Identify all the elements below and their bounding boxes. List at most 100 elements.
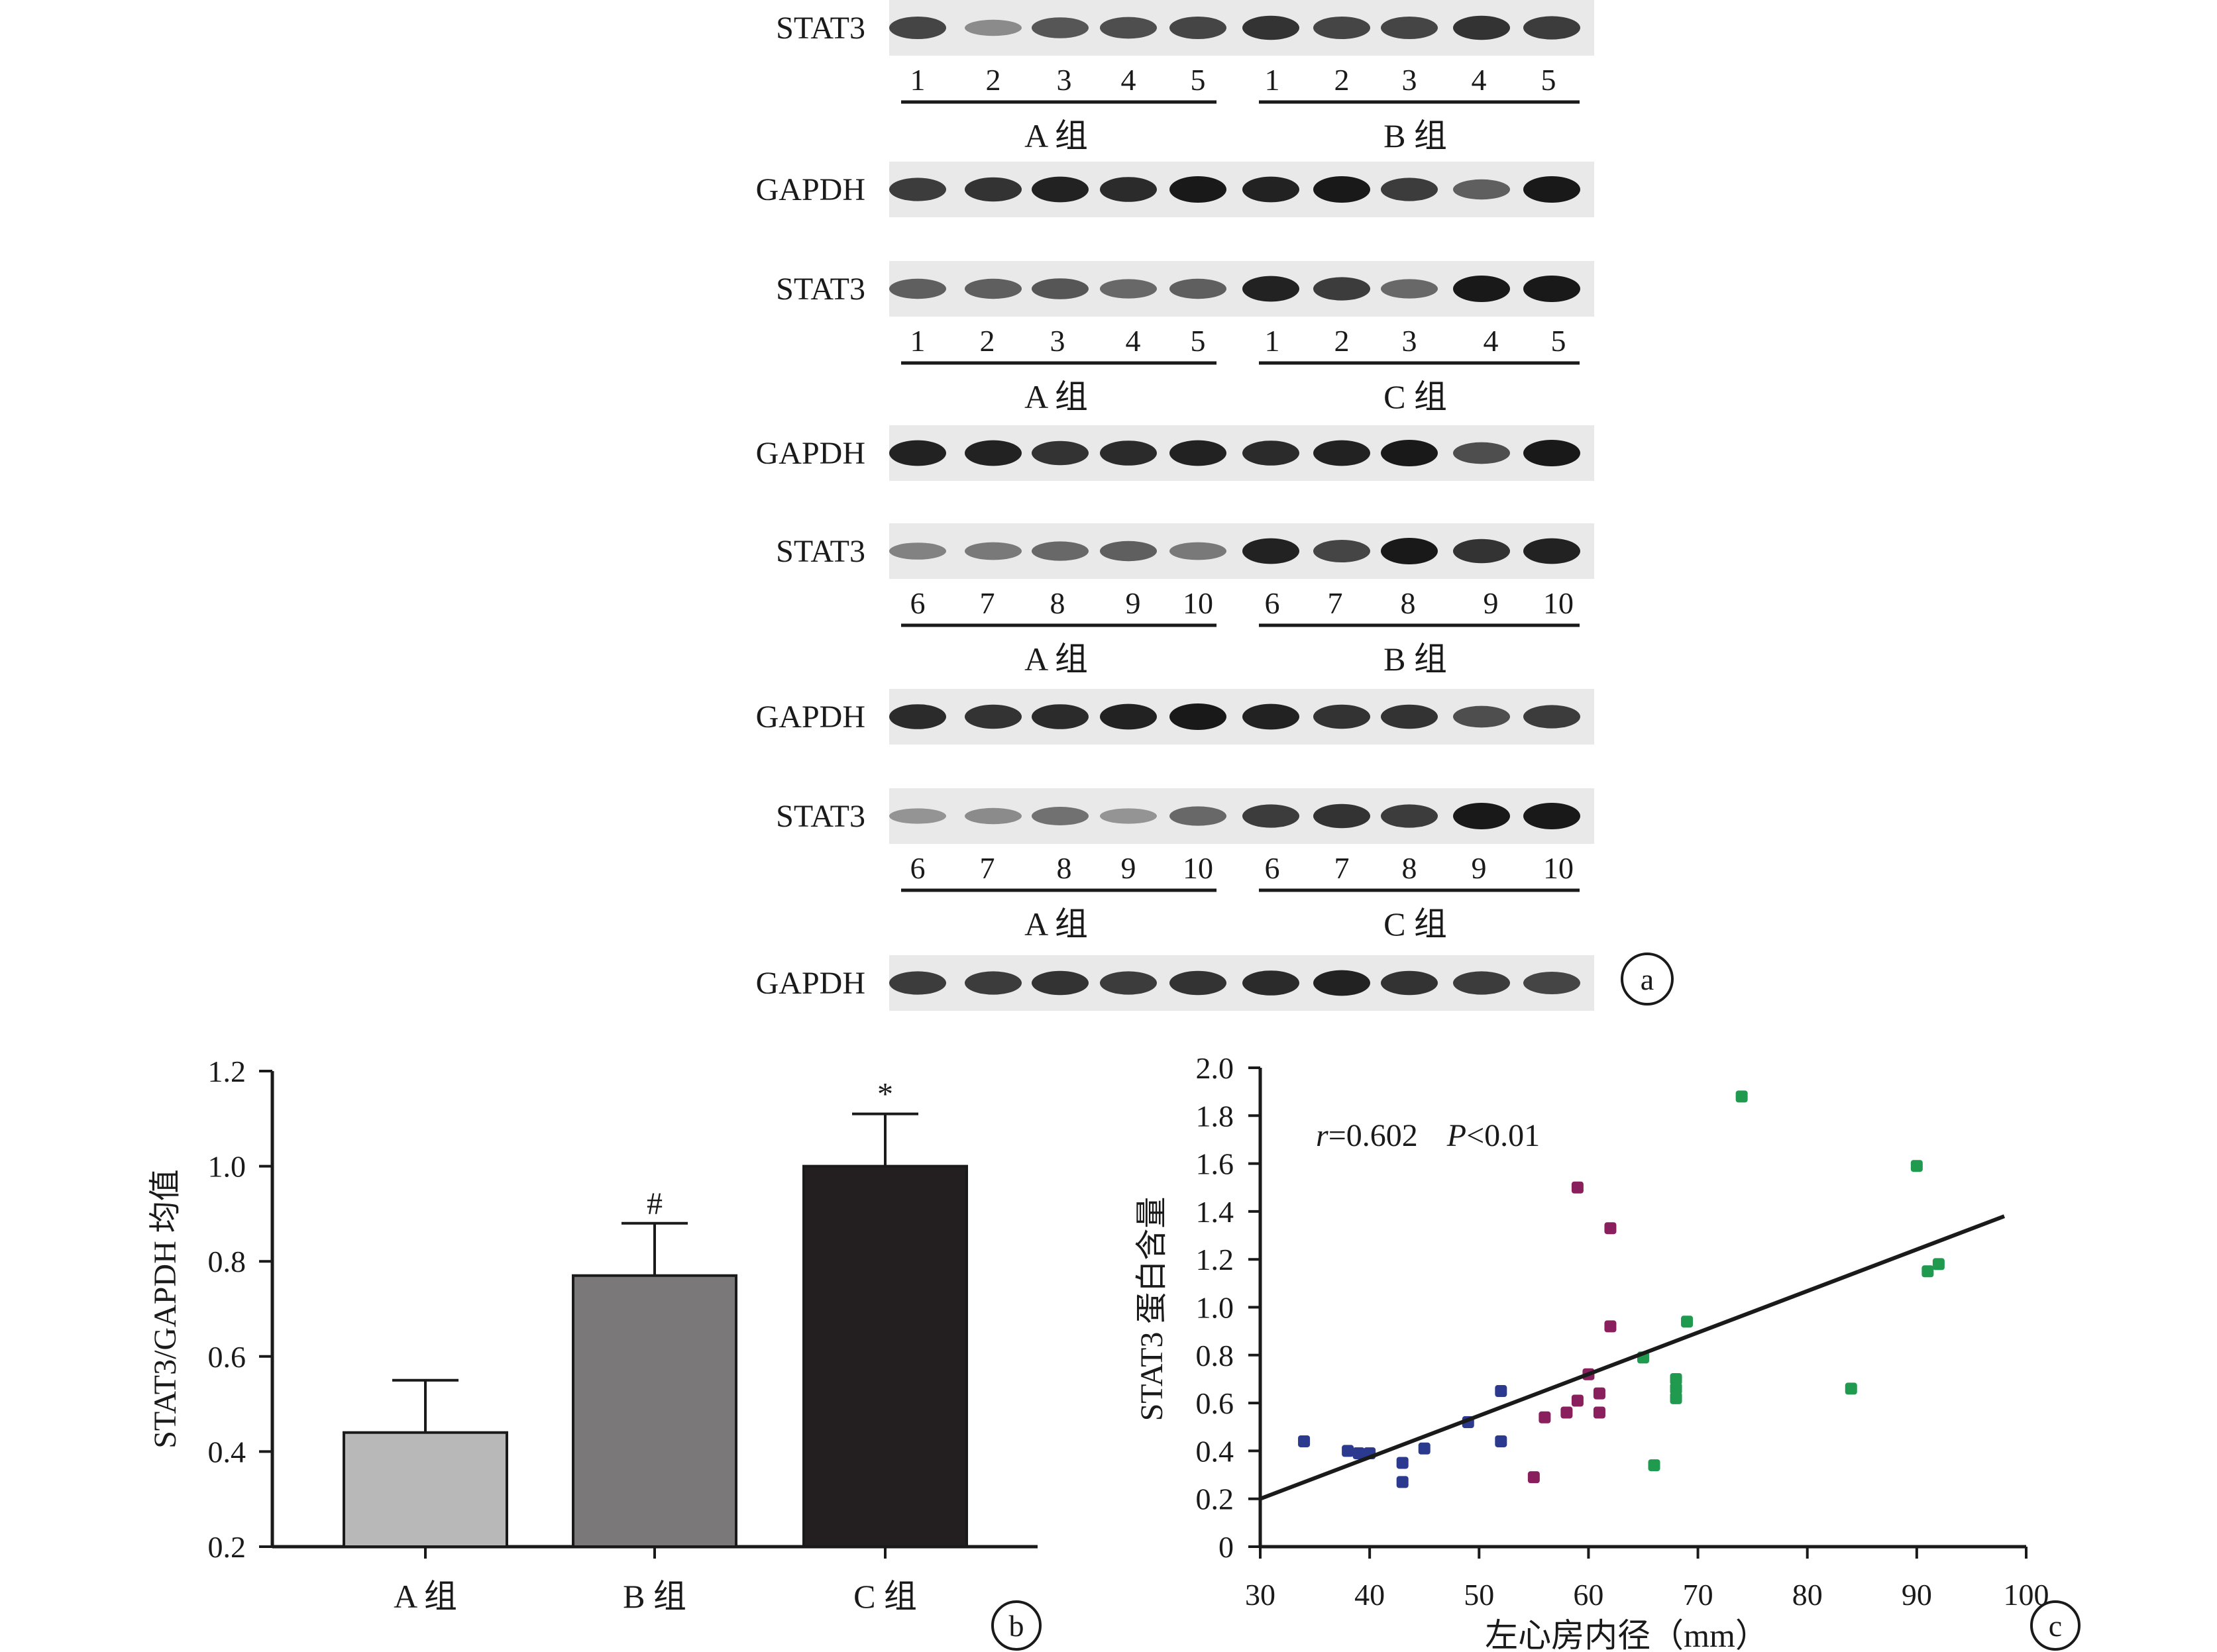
blot-band — [1453, 442, 1510, 464]
blot-protein-label: GAPDH — [756, 436, 865, 471]
blot-band — [1032, 704, 1089, 729]
lane-number: 9 — [1121, 851, 1136, 885]
x-tick-label: 40 — [1354, 1578, 1385, 1612]
blot-band — [1453, 179, 1510, 200]
scatter-point — [1604, 1320, 1617, 1333]
correlation-annotation: r=0.602 P<0.01 — [1316, 1118, 1540, 1153]
blot-band — [1313, 440, 1370, 466]
blot-band — [1313, 17, 1370, 39]
scatter-point — [1670, 1382, 1682, 1395]
lane-number: 6 — [910, 586, 926, 620]
scatter-point — [1670, 1392, 1682, 1404]
blot-band — [1169, 970, 1226, 996]
scatter-point — [1604, 1222, 1617, 1235]
blot-band — [1032, 278, 1089, 299]
lane-number: 9 — [1472, 851, 1487, 885]
lane-number: 2 — [1334, 63, 1350, 97]
lane-number: 10 — [1543, 851, 1574, 885]
y-tick-label: 0.6 — [208, 1340, 246, 1374]
y-tick-label: 1.4 — [1196, 1195, 1234, 1229]
scatter-point — [1418, 1442, 1431, 1455]
panel-label-circle — [991, 1600, 1042, 1651]
bar — [343, 1431, 508, 1548]
scatter-point — [1527, 1471, 1540, 1484]
blot-band — [1313, 176, 1370, 203]
lane-number: 6 — [1265, 586, 1280, 620]
blot-band — [1381, 178, 1438, 201]
blot-band — [1242, 440, 1299, 466]
blot-band — [889, 542, 946, 560]
scatter-point — [1681, 1316, 1694, 1328]
blot-band — [1032, 541, 1089, 561]
blot-band — [1313, 704, 1370, 729]
x-axis-title: 左心房内径（mm） — [1485, 1617, 1768, 1652]
blot-band — [889, 808, 946, 824]
annotation-r-value: =0.602 — [1328, 1118, 1418, 1153]
lane-number: 3 — [1402, 324, 1417, 358]
group-label: C 组 — [1383, 905, 1447, 943]
blot-band — [1242, 276, 1299, 302]
panel-label: c — [2049, 1609, 2062, 1643]
blot-band — [889, 17, 946, 39]
blot-band — [965, 278, 1022, 299]
lane-number: 5 — [1191, 324, 1206, 358]
group-label: A 组 — [1024, 378, 1088, 415]
scatter-point — [1735, 1090, 1748, 1103]
blot-band — [1169, 806, 1226, 826]
lane-number: 8 — [1050, 586, 1065, 620]
blot-band — [1523, 972, 1580, 994]
blot-band — [889, 971, 946, 995]
lane-number: 4 — [1472, 63, 1487, 97]
scatter-point — [1648, 1459, 1660, 1472]
scatter-point — [1396, 1457, 1409, 1469]
blot-band — [889, 440, 946, 466]
blot-band — [1523, 16, 1580, 40]
blot-band — [1381, 970, 1438, 996]
y-tick-label: 1.2 — [208, 1055, 246, 1088]
blot-protein-label: STAT3 — [776, 11, 865, 46]
scatter-point — [1298, 1435, 1311, 1447]
blot-band — [1242, 538, 1299, 564]
y-tick-label: 0.6 — [1196, 1386, 1234, 1420]
scatter-point — [1396, 1476, 1409, 1488]
y-tick-label: 1.8 — [1196, 1099, 1234, 1133]
blot-band — [1032, 176, 1089, 203]
lane-number: 7 — [1334, 851, 1350, 885]
lane-number: 2 — [1334, 324, 1350, 358]
blot-band — [889, 278, 946, 299]
scatter-point — [1845, 1382, 1857, 1395]
lane-number: 5 — [1191, 63, 1206, 97]
blot-band — [1242, 703, 1299, 730]
blot-band — [965, 542, 1022, 560]
blot-band — [1032, 970, 1089, 996]
lane-number: 5 — [1551, 324, 1566, 358]
western-blot-panel: STAT3 1 2 3 4 5 1 2 3 4 5 A 组 B 组 GAPDH STAT3 1 2 3 4 5 1 2 3 4… — [756, 0, 1674, 1011]
blot-band — [1523, 176, 1580, 203]
annotation-r-symbol: r — [1316, 1118, 1328, 1153]
blot-band — [1313, 803, 1370, 829]
scatter-point — [1932, 1258, 1945, 1270]
panel-label: b — [1009, 1609, 1024, 1643]
scatter-point — [1921, 1265, 1934, 1278]
group-label: B 组 — [1383, 641, 1447, 678]
x-tick-label: 60 — [1573, 1578, 1603, 1612]
y-tick-label: 0.4 — [208, 1435, 246, 1469]
lane-number: 3 — [1402, 63, 1417, 97]
y-tick-label: 1.6 — [1196, 1147, 1234, 1181]
lane-number: 2 — [980, 324, 995, 358]
lane-number: 2 — [986, 63, 1001, 97]
lane-number: 1 — [1265, 63, 1280, 97]
y-tick-label: 0.2 — [208, 1530, 246, 1564]
blot-band — [1169, 176, 1226, 203]
blot-band — [1100, 279, 1157, 299]
panel-label: a — [1641, 962, 1654, 996]
blot-band — [1169, 17, 1226, 39]
y-tick-label: 1.0 — [208, 1150, 246, 1184]
bar — [572, 1274, 737, 1548]
blot-band — [1242, 176, 1299, 203]
blot-band — [1313, 277, 1370, 301]
group-label: B 组 — [1383, 117, 1447, 154]
annotation-p-symbol: P — [1446, 1118, 1466, 1153]
y-axis-title: STAT3/GAPDH 均值 — [148, 1169, 183, 1449]
x-tick-label: 70 — [1683, 1578, 1713, 1612]
